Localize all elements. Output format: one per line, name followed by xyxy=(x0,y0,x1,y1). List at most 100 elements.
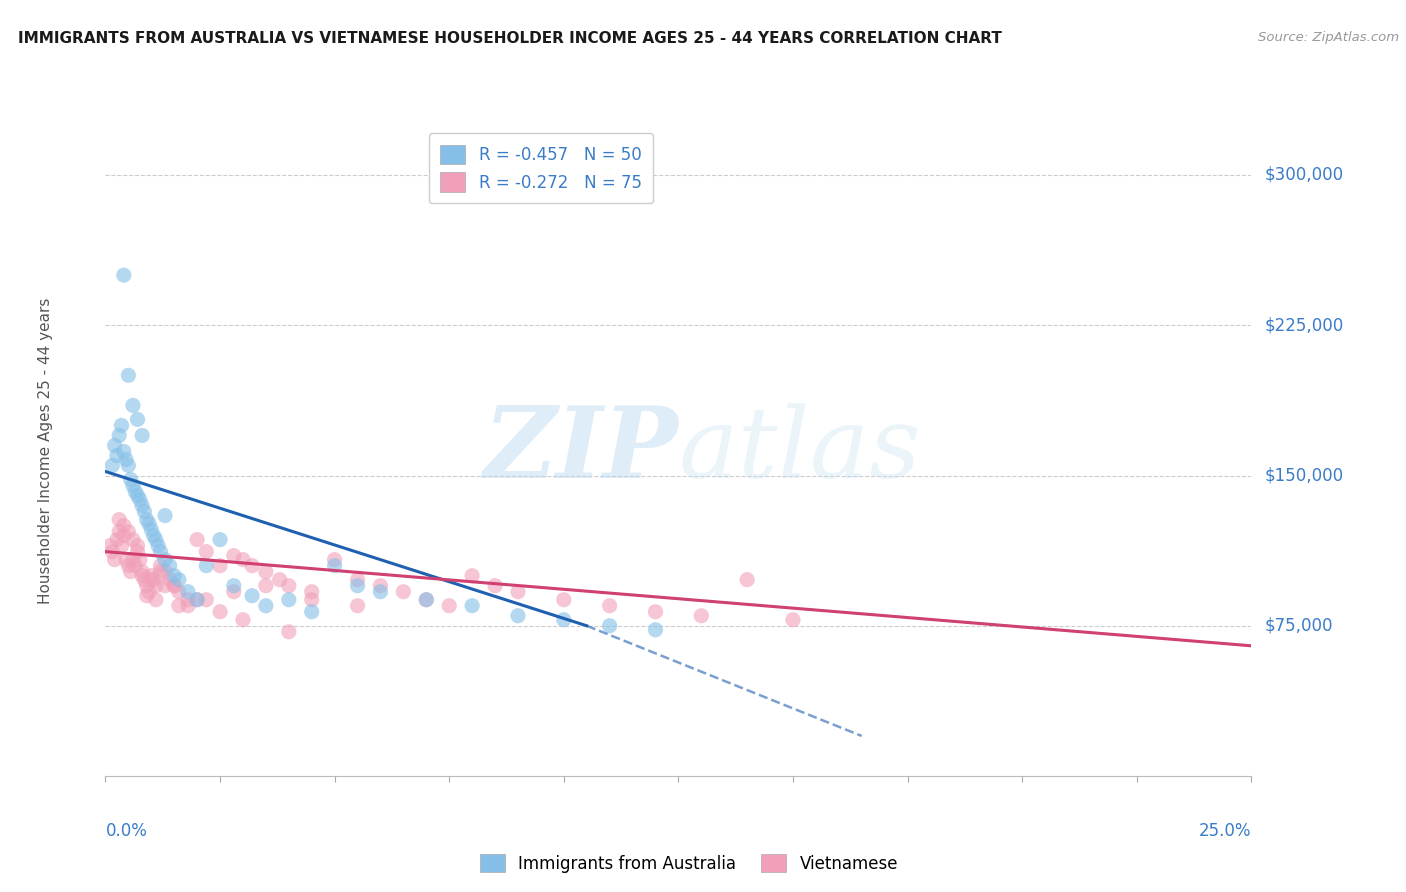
Point xyxy=(346,579,368,593)
Point xyxy=(127,539,149,553)
Point xyxy=(115,552,138,566)
Point xyxy=(145,579,167,593)
Point xyxy=(124,484,146,499)
Point xyxy=(599,619,621,633)
Point xyxy=(346,573,368,587)
Point xyxy=(735,573,758,587)
Point xyxy=(124,558,146,573)
Point xyxy=(167,584,190,599)
Legend: Immigrants from Australia, Vietnamese: Immigrants from Australia, Vietnamese xyxy=(474,847,904,880)
Point xyxy=(690,608,713,623)
Point xyxy=(782,613,804,627)
Point xyxy=(141,568,163,582)
Point xyxy=(115,452,138,467)
Point xyxy=(122,398,145,412)
Point xyxy=(461,599,484,613)
Point xyxy=(112,528,135,542)
Point xyxy=(370,584,392,599)
Point xyxy=(222,579,245,593)
Point xyxy=(484,579,506,593)
Point xyxy=(145,592,167,607)
Point xyxy=(277,579,299,593)
Point xyxy=(153,565,176,579)
Point xyxy=(167,573,190,587)
Point xyxy=(195,592,218,607)
Point xyxy=(135,589,157,603)
Text: Source: ZipAtlas.com: Source: ZipAtlas.com xyxy=(1258,31,1399,45)
Point xyxy=(134,573,156,587)
Point xyxy=(186,592,208,607)
Point xyxy=(240,589,263,603)
Point xyxy=(392,584,415,599)
Point xyxy=(108,428,131,442)
Point xyxy=(127,544,149,558)
Point xyxy=(149,558,172,573)
Point xyxy=(323,552,346,566)
Point xyxy=(506,584,529,599)
Point xyxy=(163,579,186,593)
Point xyxy=(370,579,392,593)
Point xyxy=(163,568,186,582)
Point xyxy=(131,568,153,582)
Point xyxy=(142,528,165,542)
Point xyxy=(222,584,245,599)
Point xyxy=(208,533,231,547)
Point xyxy=(122,478,145,492)
Text: 0.0%: 0.0% xyxy=(105,822,148,839)
Point xyxy=(301,584,323,599)
Point xyxy=(159,573,181,587)
Text: $150,000: $150,000 xyxy=(1265,467,1344,484)
Point xyxy=(415,592,437,607)
Point xyxy=(269,573,291,587)
Point xyxy=(110,418,132,433)
Legend: R = -0.457   N = 50, R = -0.272   N = 75: R = -0.457 N = 50, R = -0.272 N = 75 xyxy=(429,133,654,203)
Point xyxy=(186,592,208,607)
Point xyxy=(131,499,153,513)
Point xyxy=(167,599,190,613)
Text: 25.0%: 25.0% xyxy=(1199,822,1251,839)
Point xyxy=(232,552,254,566)
Point xyxy=(222,549,245,563)
Point xyxy=(208,605,231,619)
Point xyxy=(101,458,124,473)
Point xyxy=(301,605,323,619)
Point xyxy=(461,568,484,582)
Point xyxy=(506,608,529,623)
Point xyxy=(110,539,132,553)
Point xyxy=(208,558,231,573)
Text: atlas: atlas xyxy=(678,403,921,498)
Text: IMMIGRANTS FROM AUSTRALIA VS VIETNAMESE HOUSEHOLDER INCOME AGES 25 - 44 YEARS CO: IMMIGRANTS FROM AUSTRALIA VS VIETNAMESE … xyxy=(18,31,1002,46)
Point xyxy=(128,552,150,566)
Point xyxy=(277,624,299,639)
Point xyxy=(141,523,163,537)
Point xyxy=(346,599,368,613)
Point xyxy=(644,605,666,619)
Point xyxy=(108,512,131,526)
Point xyxy=(104,552,127,566)
Point xyxy=(122,552,145,566)
Point xyxy=(128,492,150,507)
Text: $300,000: $300,000 xyxy=(1265,166,1344,184)
Point xyxy=(142,573,165,587)
Point xyxy=(122,533,145,547)
Point xyxy=(254,579,277,593)
Point xyxy=(254,565,277,579)
Point xyxy=(112,268,135,282)
Point xyxy=(127,489,149,503)
Point xyxy=(599,599,621,613)
Point xyxy=(146,539,169,553)
Point xyxy=(195,544,218,558)
Text: $75,000: $75,000 xyxy=(1265,616,1333,635)
Point xyxy=(163,579,186,593)
Text: ZIP: ZIP xyxy=(484,402,678,499)
Point xyxy=(644,623,666,637)
Point xyxy=(159,558,181,573)
Point xyxy=(153,552,176,566)
Point xyxy=(149,544,172,558)
Point xyxy=(131,428,153,442)
Point xyxy=(135,579,157,593)
Point xyxy=(120,473,142,487)
Point xyxy=(301,592,323,607)
Point xyxy=(135,512,157,526)
Point xyxy=(153,508,176,523)
